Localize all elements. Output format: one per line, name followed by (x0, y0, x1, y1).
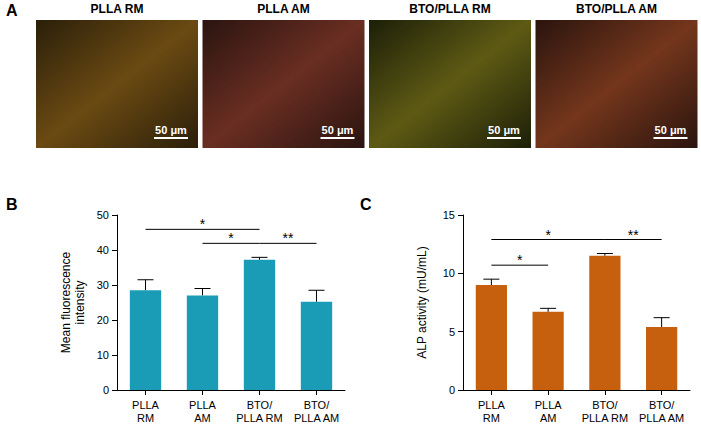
svg-text:10: 10 (97, 349, 109, 361)
svg-text:20: 20 (97, 314, 109, 326)
svg-text:BTO/: BTO/ (247, 399, 273, 411)
svg-text:50 μm: 50 μm (655, 124, 687, 136)
svg-text:BTO/PLLA RM: BTO/PLLA RM (409, 2, 490, 16)
svg-text:10: 10 (443, 267, 455, 279)
svg-text:PLLA: PLLA (535, 399, 563, 411)
svg-text:RM: RM (483, 412, 500, 424)
svg-text:PLLA RM: PLLA RM (236, 412, 282, 424)
svg-text:30: 30 (97, 279, 109, 291)
svg-text:BTO/: BTO/ (304, 399, 330, 411)
svg-text:50 μm: 50 μm (488, 124, 520, 136)
svg-text:PLLA RM: PLLA RM (582, 412, 628, 424)
svg-text:0: 0 (449, 384, 455, 396)
svg-text:*: * (228, 230, 234, 246)
svg-text:50: 50 (97, 209, 109, 221)
svg-text:PLLA AM: PLLA AM (294, 412, 339, 424)
svg-text:*: * (200, 216, 206, 232)
svg-text:A: A (6, 2, 18, 19)
svg-text:*: * (517, 252, 523, 268)
svg-text:PLLA AM: PLLA AM (639, 412, 684, 424)
svg-text:0: 0 (103, 384, 109, 396)
svg-text:50 μm: 50 μm (322, 124, 354, 136)
svg-text:**: ** (283, 230, 294, 246)
svg-text:50 μm: 50 μm (155, 124, 187, 136)
svg-text:AM: AM (540, 412, 557, 424)
svg-text:ALP activity (mU/mL): ALP activity (mU/mL) (415, 246, 429, 358)
svg-text:PLLA: PLLA (189, 399, 217, 411)
svg-text:PLLA AM: PLLA AM (257, 2, 309, 16)
svg-text:40: 40 (97, 244, 109, 256)
svg-text:**: ** (628, 227, 639, 243)
svg-text:*: * (545, 227, 551, 243)
svg-text:BTO/: BTO/ (649, 399, 675, 411)
svg-text:BTO/: BTO/ (592, 399, 618, 411)
svg-text:PLLA RM: PLLA RM (91, 2, 144, 16)
svg-text:15: 15 (443, 209, 455, 221)
svg-text:intensity: intensity (73, 280, 87, 324)
svg-text:PLLA: PLLA (132, 399, 160, 411)
svg-text:PLLA: PLLA (478, 399, 506, 411)
svg-text:5: 5 (449, 326, 455, 338)
svg-text:RM: RM (137, 412, 154, 424)
svg-text:C: C (360, 196, 372, 213)
svg-text:B: B (6, 196, 18, 213)
svg-text:BTO/PLLA AM: BTO/PLLA AM (576, 2, 657, 16)
svg-text:Mean fluorescence: Mean fluorescence (59, 251, 73, 353)
svg-text:AM: AM (194, 412, 211, 424)
